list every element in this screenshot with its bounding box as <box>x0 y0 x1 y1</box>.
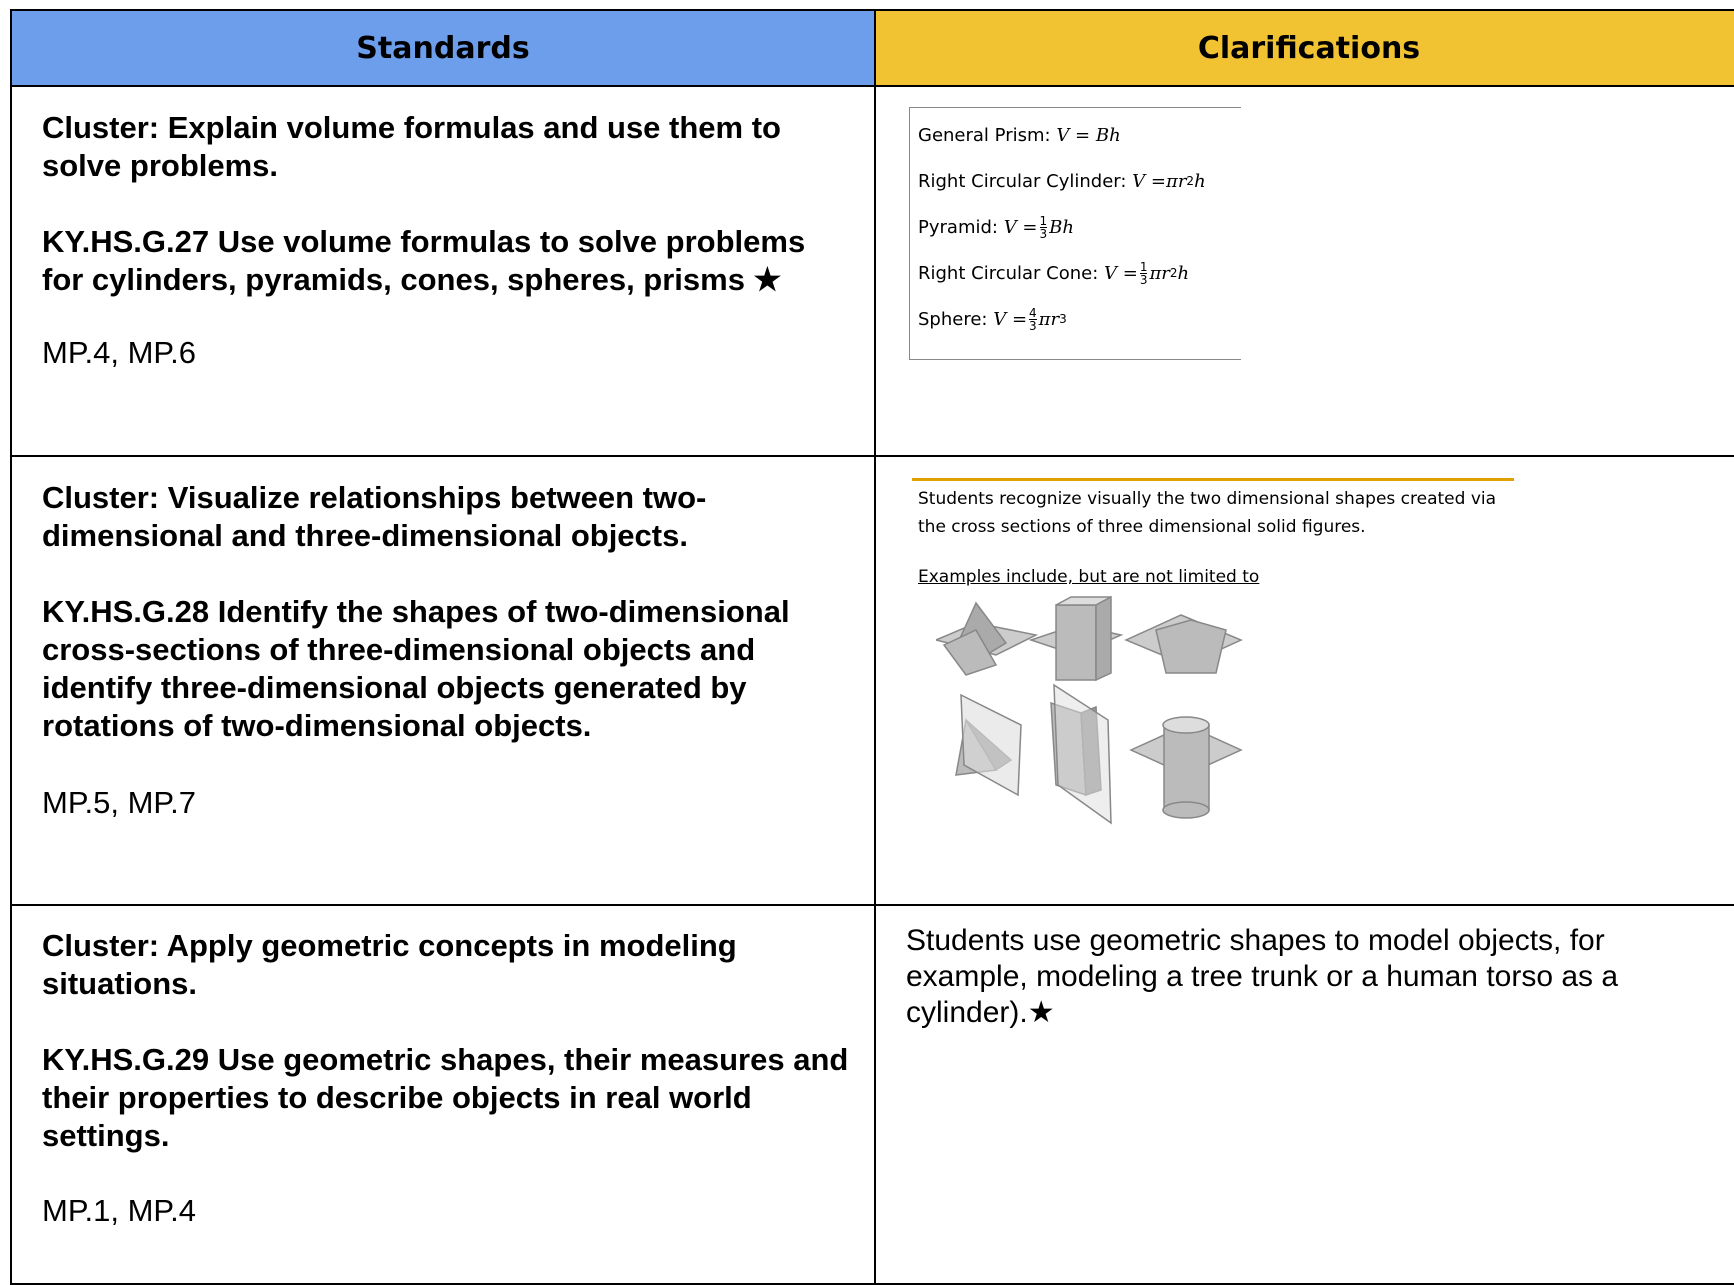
formula: Right Circular Cone: V = 1 3 πr 2 h <box>918 250 1233 296</box>
formula: Sphere: V = 4 3 πr 3 <box>918 296 1233 342</box>
cluster: Cluster: Apply geometric concepts in mod… <box>42 928 737 1001</box>
formula: General Prism: V = Bh <box>918 112 1233 158</box>
standard: KY.HS.G.27 Use volume formulas to solve … <box>42 224 806 297</box>
practices: MP.5, MP.7 <box>42 785 196 820</box>
formula: Pyramid: V = 1 3 Bh <box>918 204 1233 250</box>
formula-body: πr <box>1038 308 1060 330</box>
row-standard: Cluster: Visualize relationships between… <box>10 457 876 906</box>
row-standard: Cluster: Apply geometric concepts in mod… <box>10 905 876 1285</box>
formula-tail: h <box>1194 170 1206 192</box>
formula-name: Pyramid: <box>918 216 998 238</box>
row-clarification <box>874 87 1734 457</box>
cross-section-figures <box>936 595 1243 825</box>
formula: Right Circular Cylinder: V = πr 2 h <box>918 158 1233 204</box>
header-standards: Standards <box>10 9 876 87</box>
numerator: 4 <box>1029 305 1037 320</box>
formula-tail: h <box>1177 262 1190 284</box>
examples-heading: Examples include, but are not limited to <box>918 567 1260 587</box>
formula-name: Right Circular Cone: <box>918 262 1099 284</box>
header-clarifications: Clarifications <box>874 9 1734 87</box>
clarification-text: Students use geometric shapes to model o… <box>906 924 1619 1029</box>
formula-box: General Prism: V = Bh Right Circular Cyli… <box>909 107 1241 360</box>
numerator: 1 <box>1139 259 1148 274</box>
clarification-image: Students recognize visually the two dime… <box>912 478 1514 595</box>
formula-tail: Bh <box>1049 216 1074 238</box>
row-standard: Cluster: Explain volume formulas and use… <box>10 87 876 457</box>
cluster: Cluster: Explain volume formulas and use… <box>42 110 781 183</box>
row-clarification: Students use geometric shapes to model o… <box>874 905 1734 1285</box>
formula-name: Right Circular Cylinder: <box>918 170 1127 192</box>
standard: KY.HS.G.29 Use geometric shapes, their m… <box>42 1042 849 1153</box>
practices: MP.4, MP.6 <box>42 335 196 370</box>
denominator: 3 <box>1139 272 1148 287</box>
formula-lhs: V = <box>993 308 1028 330</box>
denominator: 3 <box>1039 226 1048 241</box>
formula-lhs: V = <box>1104 262 1138 284</box>
exponent: 2 <box>1186 174 1195 188</box>
formula-name: Sphere: <box>918 308 988 330</box>
numerator: 1 <box>1039 213 1048 228</box>
practices: MP.1, MP.4 <box>42 1193 196 1228</box>
cluster: Cluster: Visualize relationships between… <box>42 480 707 553</box>
row-clarification: Students recognize visually the two dime… <box>874 457 1734 906</box>
formula-body: πr <box>1149 262 1170 284</box>
denominator: 3 <box>1029 318 1037 333</box>
formula-lhs: V = <box>1132 170 1166 192</box>
formula-body: πr <box>1165 170 1187 192</box>
standard: KY.HS.G.28 Identify the shapes of two-di… <box>42 594 790 743</box>
clarification-text: Students recognize visually the two dime… <box>918 489 1497 537</box>
exponent: 2 <box>1169 266 1178 280</box>
formula-lhs: V = <box>1003 216 1038 238</box>
formula-name: General Prism: <box>918 124 1051 146</box>
formula-lhs: V = Bh <box>1056 124 1121 146</box>
exponent: 3 <box>1059 312 1067 326</box>
